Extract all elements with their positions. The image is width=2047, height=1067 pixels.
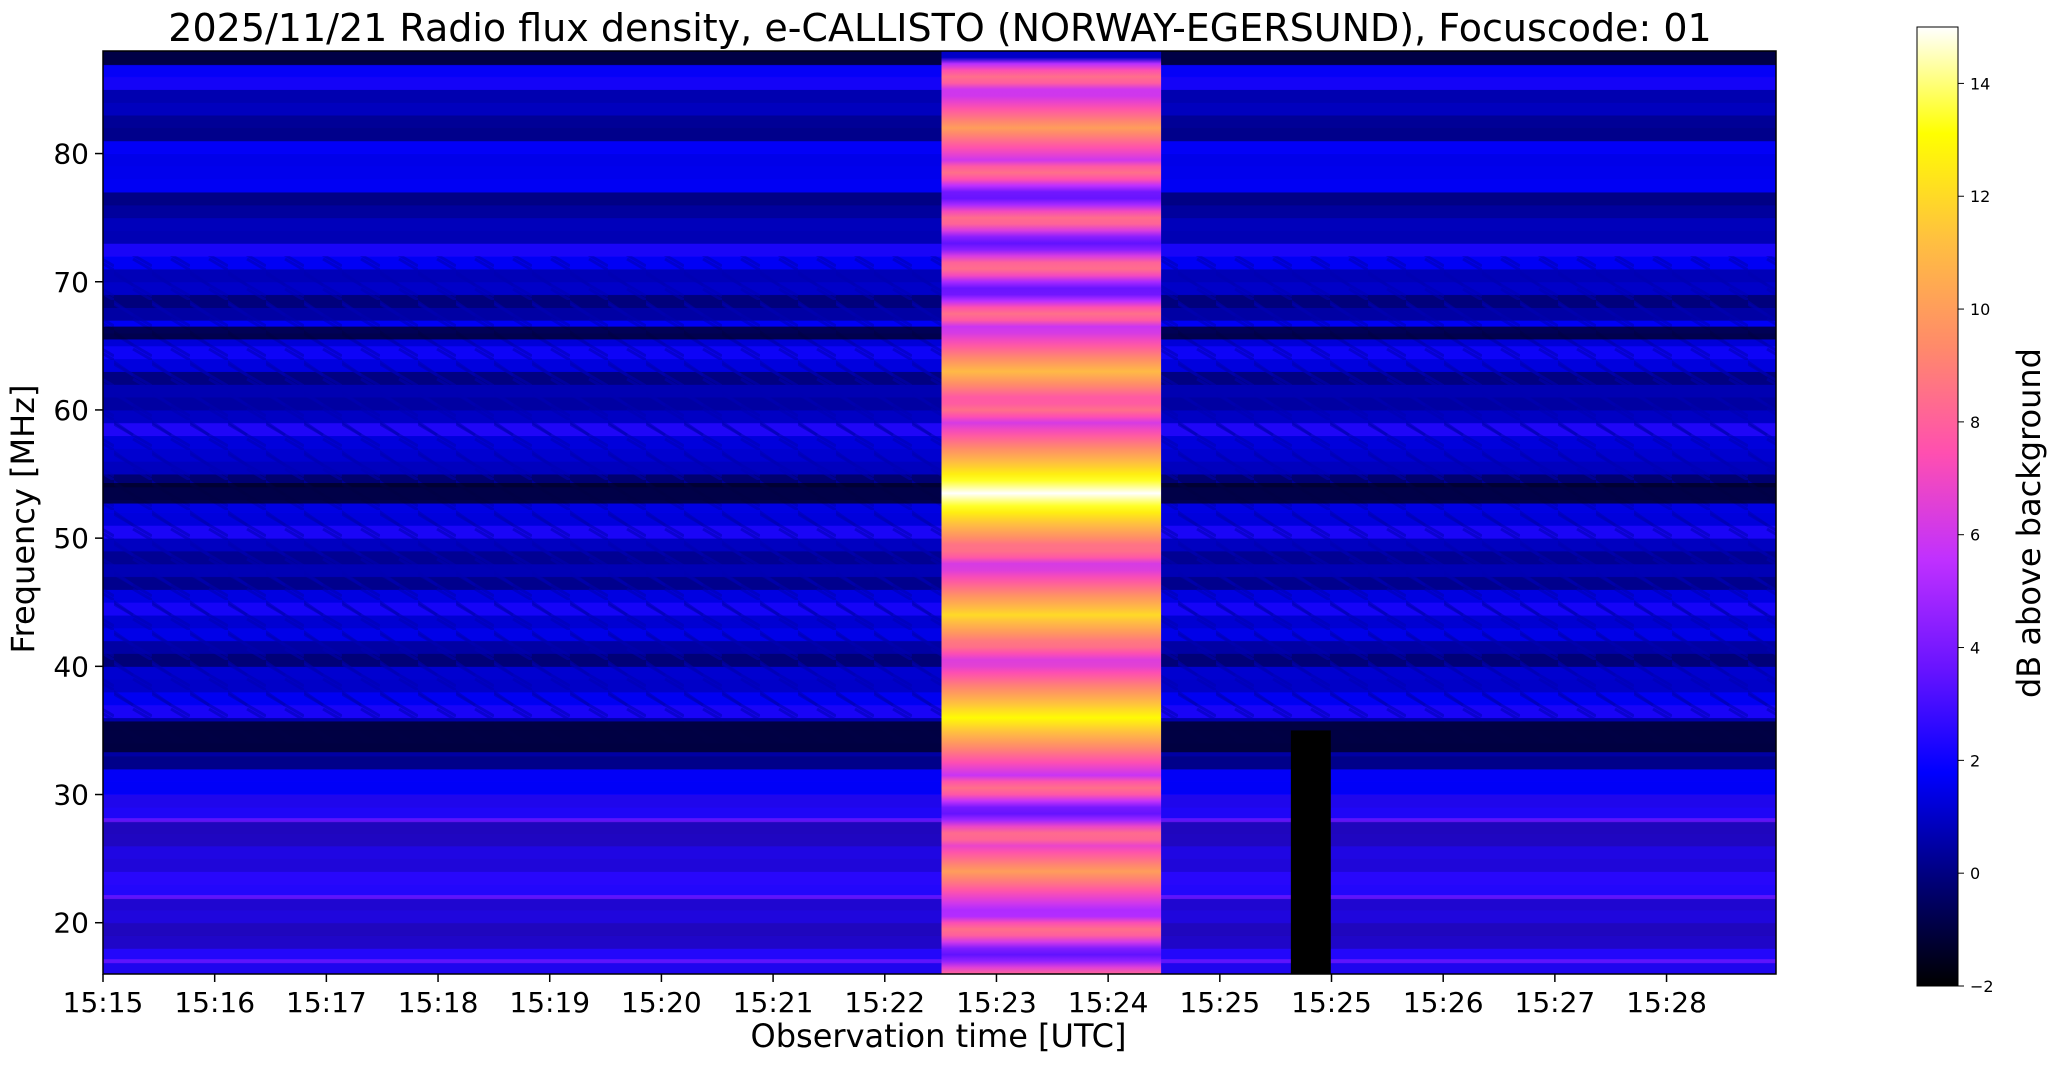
colorbar-tick-label: 6: [1970, 526, 1980, 545]
x-tick-label: 15:23: [956, 986, 1037, 1019]
quiet-band: [103, 483, 1776, 504]
colorbar: −2 0 2 4 6 8 10 12 14: [1916, 26, 1994, 996]
freq-band: [103, 102, 1776, 116]
x-tick-label: 15:20: [621, 986, 702, 1019]
freq-band: [103, 127, 1776, 142]
colorbar-tick-label: 0: [1970, 864, 1980, 883]
x-tick-label: 15:19: [509, 986, 590, 1019]
quiet-band: [103, 721, 1776, 753]
y-tick-label: 70: [53, 266, 89, 299]
freq-band: [103, 243, 1776, 257]
interference-line: [103, 818, 1776, 823]
freq-band: [103, 756, 1776, 770]
y-tick-label: 40: [53, 650, 89, 683]
freq-band: [103, 76, 1776, 90]
freq-band: [103, 858, 1776, 872]
x-tick-label: 15:25: [1291, 986, 1372, 1019]
freq-band: [103, 897, 1776, 911]
freq-band: [103, 884, 1776, 898]
interference-line: [103, 959, 1776, 964]
freq-band: [103, 832, 1776, 847]
x-tick-label: 15:17: [286, 986, 367, 1019]
freq-band: [103, 166, 1776, 180]
freq-band: [103, 140, 1776, 155]
low-band-activity: [103, 794, 1776, 974]
y-ticks: 20 30 40 50 60 70 80: [53, 138, 103, 940]
x-ticks: 15:15 15:16 15:17 15:18 15:19 15:20 15:21 15:22…: [63, 974, 1707, 1019]
interference-line: [103, 895, 1776, 900]
colorbar-tick-label: 4: [1970, 639, 1980, 658]
freq-band: [103, 820, 1776, 834]
chart-title: 2025/11/21 Radio flux density, e-CALLIST…: [168, 6, 1712, 50]
x-tick-label: 15:26: [1403, 986, 1484, 1019]
freq-band: [103, 217, 1776, 231]
x-tick-label: 15:24: [1068, 986, 1149, 1019]
freq-band: [103, 153, 1776, 167]
freq-band: [103, 89, 1776, 103]
quiet-band: [103, 326, 1776, 340]
freq-band: [103, 935, 1776, 949]
colorbar-tick-label: 10: [1970, 300, 1990, 319]
quiet-band: [103, 51, 1776, 66]
colorbar-tick-label: 2: [1970, 751, 1980, 770]
colorbar-tick-label: 12: [1970, 187, 1990, 206]
colorbar-tick-label: 8: [1970, 413, 1980, 432]
freq-band: [103, 115, 1776, 129]
y-tick-label: 80: [53, 138, 89, 171]
colorbar-tick-label: −2: [1970, 977, 1994, 996]
heatmap-layer: [103, 51, 1776, 974]
freq-band: [103, 909, 1776, 924]
freq-band: [103, 781, 1776, 796]
x-tick-label: 15:15: [63, 986, 144, 1019]
colorbar-tick-label: 14: [1970, 74, 1990, 93]
y-tick-label: 30: [53, 779, 89, 812]
x-tick-label: 15:27: [1515, 986, 1596, 1019]
x-tick-label: 15:28: [1626, 986, 1707, 1019]
colorbar-strip: [1916, 26, 1959, 987]
x-tick-label: 15:18: [398, 986, 479, 1019]
freq-band: [103, 961, 1776, 974]
freq-band: [103, 922, 1776, 937]
freq-band: [103, 845, 1776, 860]
y-tick-label: 50: [53, 522, 89, 555]
x-tick-label: 15:25: [1179, 986, 1260, 1019]
freq-band: [103, 871, 1776, 885]
freq-band: [103, 204, 1776, 219]
axes-frame: [102, 50, 1777, 975]
freq-band: [103, 230, 1776, 244]
x-axis-label: Observation time [UTC]: [750, 1017, 1127, 1055]
receiver-dropout: [1290, 730, 1331, 974]
freq-band: [103, 807, 1776, 821]
x-tick-label: 15:22: [844, 986, 925, 1019]
freq-band: [103, 179, 1776, 193]
y-tick-label: 60: [53, 394, 89, 427]
freq-band: [103, 192, 1776, 206]
freq-band: [103, 768, 1776, 783]
x-tick-label: 15:21: [733, 986, 814, 1019]
freq-band: [103, 63, 1776, 78]
freq-band: [103, 948, 1776, 962]
burst-column: [941, 51, 1162, 974]
x-tick-label: 15:16: [174, 986, 255, 1019]
freq-band: [103, 794, 1776, 808]
y-tick-label: 20: [53, 907, 89, 940]
